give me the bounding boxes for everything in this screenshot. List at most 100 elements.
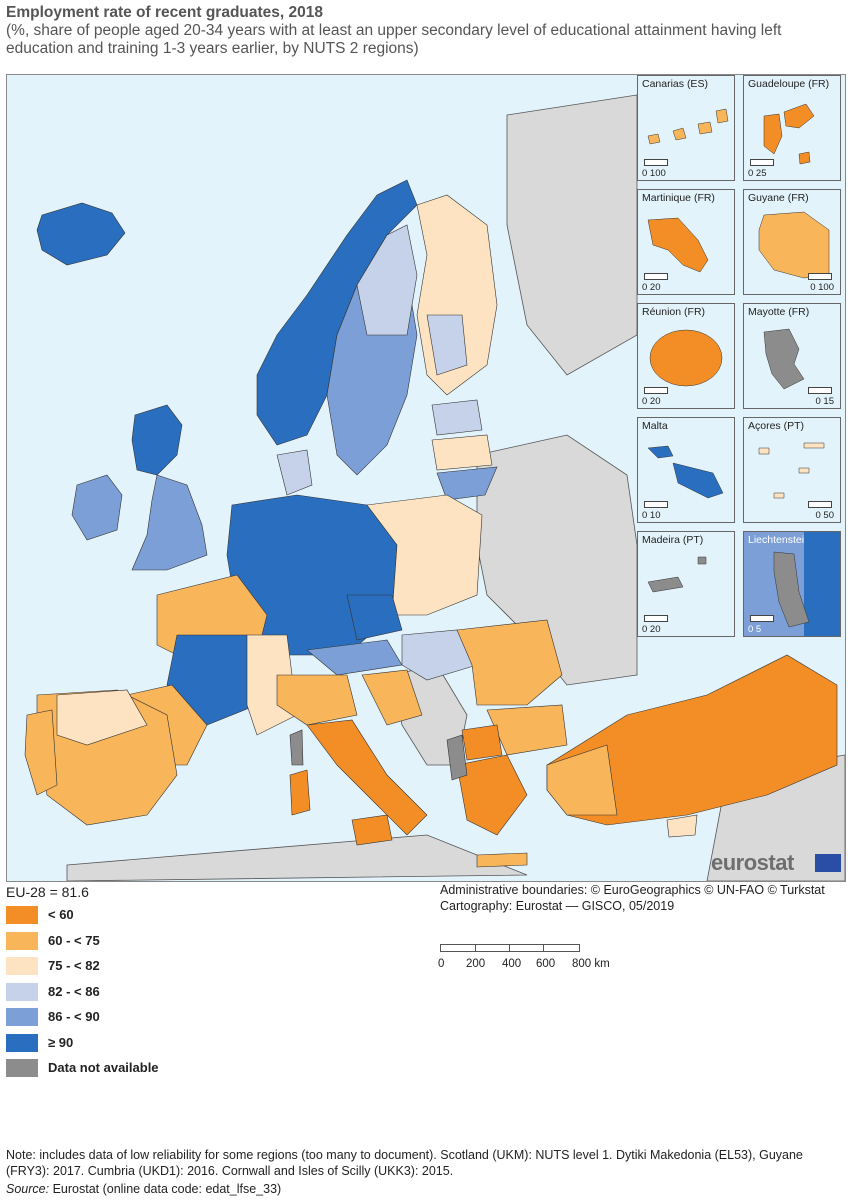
scotland-region <box>131 404 183 476</box>
inset-scale-bar <box>644 501 668 508</box>
inset-acores: Açores (PT) 0 50 <box>743 417 841 523</box>
inset-scale-bar <box>808 387 832 394</box>
legend-swatch <box>6 1059 38 1077</box>
km-tick: 0 <box>438 958 445 970</box>
inset-scale: 0 50 <box>815 510 835 521</box>
credits-cartography: Cartography: Eurostat — GISCO, 05/2019 <box>440 899 675 913</box>
inset-mayotte: Mayotte (FR) 0 15 <box>743 303 841 409</box>
non-eu-east-land <box>476 434 638 686</box>
canarias-shape <box>647 108 729 145</box>
inset-scale-bar <box>808 501 832 508</box>
source-text: Eurostat (online data code: edat_lfse_33… <box>49 1182 282 1196</box>
liechtenstein-shape <box>773 532 840 636</box>
romania-region <box>456 619 563 706</box>
inset-scale-bar <box>644 387 668 394</box>
km-scale-labels: 0 200 400 600 800 km <box>438 958 640 974</box>
europe-map <box>24 94 845 881</box>
inset-scale: 0 15 <box>815 396 835 407</box>
inset-canarias: Canarias (ES) 0 100 <box>637 75 735 181</box>
malta-shape <box>647 445 724 499</box>
guyane-shape <box>758 211 830 279</box>
martinique-shape <box>647 217 709 273</box>
acores-shape <box>758 442 825 499</box>
france-central-region <box>166 634 258 726</box>
reunion-shape <box>649 329 723 387</box>
legend-swatch <box>6 906 38 924</box>
czech-region <box>346 594 403 641</box>
inset-scale-bar <box>808 273 832 280</box>
inset-guadeloupe: Guadeloupe (FR) 0 25 <box>743 75 841 181</box>
bulgaria-region <box>486 704 568 756</box>
madeira-shape <box>647 556 707 593</box>
russia-north-land <box>506 94 638 376</box>
inset-scale: 0 100 <box>810 282 834 293</box>
credits: Administrative boundaries: © EuroGeograp… <box>440 882 825 914</box>
inset-scale: 0 25 <box>748 168 767 179</box>
sweden-north-region <box>356 224 418 336</box>
footnote: Note: includes data of low reliability f… <box>6 1148 803 1178</box>
inset-scale: 0 20 <box>642 396 661 407</box>
inset-label: Liechtenstein <box>748 534 810 546</box>
inset-label: Madeira (PT) <box>642 534 704 546</box>
hungary-region <box>401 629 478 681</box>
legend-label: ≥ 90 <box>48 1034 74 1050</box>
finland-south-region <box>426 314 468 376</box>
spain-north-region <box>56 689 148 746</box>
england-region <box>131 474 208 571</box>
inset-label: Mayotte (FR) <box>748 306 810 318</box>
eu-average: EU-28 = 81.6 <box>6 884 89 900</box>
source-label: Source: <box>6 1182 50 1196</box>
denmark-region <box>276 449 313 496</box>
km-scale-bar: 0 200 400 600 800 km <box>438 942 640 976</box>
credits-boundaries: Administrative boundaries: © EuroGeograp… <box>440 883 825 897</box>
crete-region <box>476 852 528 868</box>
eurostat-logo: eurostat <box>711 850 841 877</box>
inset-maps: Canarias (ES) 0 100 Guadeloupe (FR) 0 25… <box>637 75 845 645</box>
legend-label: 75 - < 82 <box>48 958 100 973</box>
inset-scale: 0 20 <box>642 282 661 293</box>
iceland-region <box>36 202 126 266</box>
inset-scale-bar <box>644 615 668 622</box>
inset-scale: 0 20 <box>642 624 661 635</box>
km-tick: 200 <box>466 958 486 970</box>
map-frame: Canarias (ES) 0 100 Guadeloupe (FR) 0 25… <box>6 74 846 882</box>
inset-label: Martinique (FR) <box>642 192 715 204</box>
legend-swatch <box>6 1033 38 1052</box>
legend-swatch <box>6 1008 38 1026</box>
km-tick: 400 <box>502 958 522 970</box>
sicily-region <box>351 814 393 846</box>
legend-label: < 60 <box>48 907 74 922</box>
inset-liechtenstein: Liechtenstein 0 5 <box>743 531 841 637</box>
inset-scale: 0 5 <box>748 624 762 635</box>
km-scale-graphic <box>440 944 580 952</box>
legend-label: 82 - < 86 <box>48 983 100 999</box>
albania-region <box>446 734 468 781</box>
inset-scale-bar <box>750 159 774 166</box>
inset-label: Canarias (ES) <box>642 78 708 90</box>
portugal-region <box>24 709 58 796</box>
legend-swatch <box>6 982 38 1001</box>
inset-scale: 0 100 <box>642 168 666 179</box>
legend-label: Data not available <box>48 1060 159 1075</box>
corsica-region <box>289 729 304 766</box>
km-tick: 800 km <box>572 958 610 970</box>
estonia-region <box>431 399 483 436</box>
italy-north-region <box>276 674 358 726</box>
italy-south-region <box>306 719 428 836</box>
eurostat-wordmark: eurostat <box>711 850 794 875</box>
turkey-west-region <box>546 744 618 816</box>
inset-label: Guadeloupe (FR) <box>748 78 830 90</box>
inset-martinique: Martinique (FR) 0 20 <box>637 189 735 295</box>
inset-reunion: Réunion (FR) 0 20 <box>637 303 735 409</box>
north-macedonia-region <box>461 724 503 761</box>
ireland-region <box>71 474 123 541</box>
poland-region <box>366 494 483 616</box>
croatia-region <box>361 669 423 726</box>
map-subtitle: (%, share of people aged 20-34 years wit… <box>6 22 782 57</box>
greece-region <box>456 754 528 836</box>
inset-label: Malta <box>642 420 668 432</box>
north-africa-land <box>66 834 528 881</box>
map-title: Employment rate of recent graduates, 201… <box>6 4 324 21</box>
inset-scale: 0 10 <box>642 510 661 521</box>
inset-scale-bar <box>644 159 668 166</box>
